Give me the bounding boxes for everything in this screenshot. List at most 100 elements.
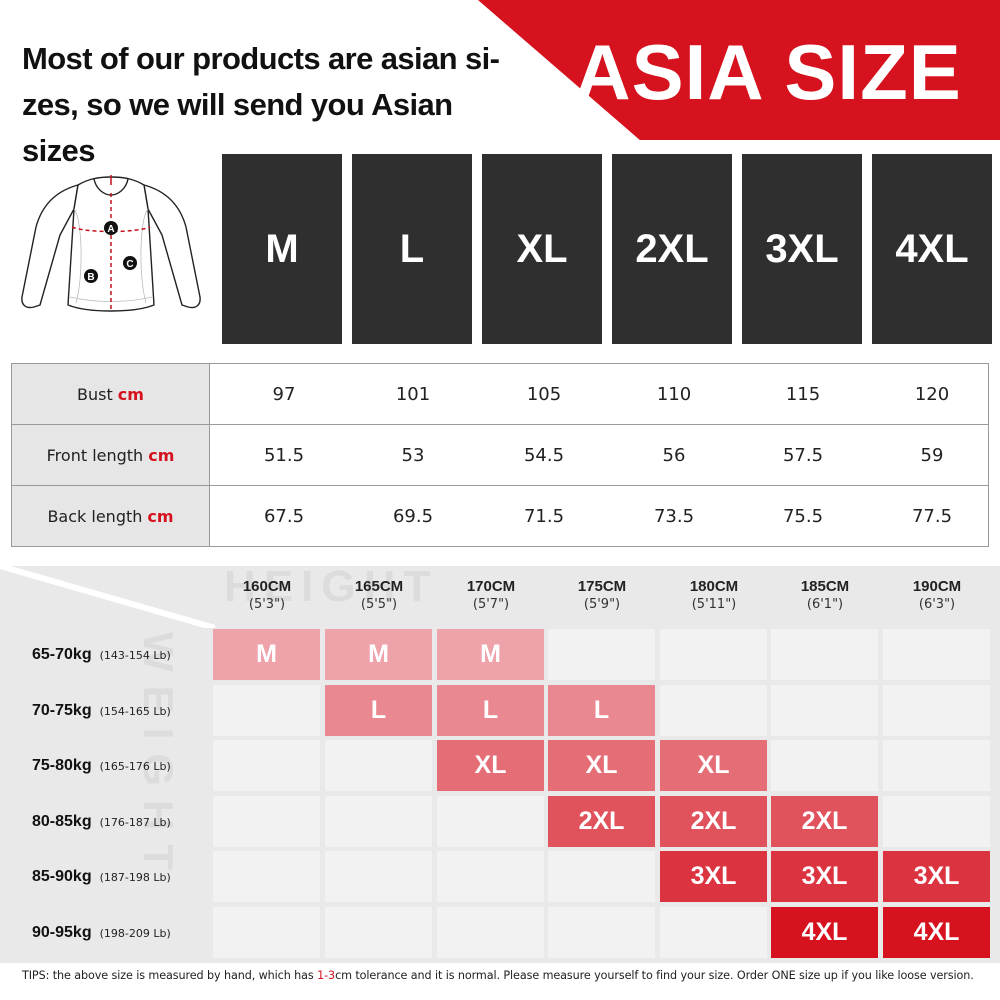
row-label-text: Bust: [77, 384, 113, 404]
height-column-header: 165CM (5'5"): [324, 578, 434, 614]
row-label: Back length cm: [12, 486, 210, 546]
empty-cell: [325, 796, 432, 847]
weight-row-label: 80-85kg (176-187 Lb): [32, 795, 171, 849]
size-cell: 2XL: [771, 796, 878, 847]
size-header-l: L: [352, 154, 472, 344]
empty-cell: [883, 685, 990, 736]
corner-divider: [0, 566, 215, 628]
row-divider: [12, 424, 988, 425]
empty-cell: [213, 851, 320, 902]
row-label: Bust cm: [12, 364, 210, 424]
empty-cell: [771, 629, 878, 680]
row-label: Front length cm: [12, 425, 210, 485]
height-watermark: HEIGHT: [224, 562, 439, 611]
height-column-header: 180CM (5'11"): [659, 578, 769, 614]
empty-cell: [771, 740, 878, 791]
row-unit: cm: [148, 445, 175, 465]
row-unit: cm: [147, 506, 174, 526]
jersey-diagram-icon: A B C: [21, 175, 201, 312]
svg-text:A: A: [107, 224, 114, 235]
value-cell: 54.5: [523, 444, 565, 466]
size-notice: Most of our products are asian si- zes, …: [22, 36, 502, 174]
empty-cell: [437, 907, 544, 958]
measurement-row-front-length: Front length cm 51.5 53 54.5 56 57.5 59: [12, 425, 988, 485]
empty-cell: [325, 907, 432, 958]
empty-cell: [437, 851, 544, 902]
height-cm: 160CM: [242, 578, 292, 595]
size-header-4xl: 4XL: [872, 154, 992, 344]
height-column-header: 175CM (5'9"): [547, 578, 657, 614]
height-cm: 165CM: [354, 578, 404, 595]
empty-cell: [325, 740, 432, 791]
value-cell: 75.5: [782, 505, 824, 527]
height-cm: 170CM: [466, 578, 516, 595]
height-ft: (5'7"): [472, 597, 510, 612]
row-label-text: Front length: [46, 445, 144, 465]
svg-text:C: C: [126, 259, 133, 270]
value-cell: 97: [272, 383, 296, 405]
size-cell: XL: [437, 740, 544, 791]
weight-kg: 90-95kg: [32, 924, 92, 941]
empty-cell: [883, 740, 990, 791]
measurement-row-back-length: Back length cm 67.5 69.5 71.5 73.5 75.5 …: [12, 486, 988, 546]
value-cell: 56: [662, 444, 686, 466]
value-cell: 59: [920, 444, 944, 466]
empty-cell: [660, 629, 767, 680]
value-cell: 77.5: [911, 505, 953, 527]
value-cell: 57.5: [782, 444, 824, 466]
weight-lb: (187-198 Lb): [99, 870, 171, 884]
empty-cell: [883, 629, 990, 680]
weight-row-label: 70-75kg (154-165 Lb): [32, 684, 171, 738]
size-header-xl: XL: [482, 154, 602, 344]
marker-c-icon: C: [123, 256, 137, 270]
banner-title: ASIA SIZE: [574, 28, 962, 116]
size-cell: M: [325, 629, 432, 680]
height-ft: (5'11"): [691, 597, 737, 612]
height-cm: 180CM: [689, 578, 739, 595]
size-notice-line-2: zes, so we will send you Asian sizes: [22, 87, 453, 168]
size-cell: L: [437, 685, 544, 736]
tips-note: TIPS: the above size is measured by hand…: [22, 969, 992, 982]
row-divider: [12, 485, 988, 486]
value-cell: 120: [914, 383, 950, 405]
value-cell: 71.5: [523, 505, 565, 527]
height-column-header: 185CM (6'1"): [770, 578, 880, 614]
measurement-row-bust: Bust cm 97 101 105 110 115 120: [12, 364, 988, 424]
height-column-header: 170CM (5'7"): [436, 578, 546, 614]
height-ft: (5'5"): [360, 597, 398, 612]
empty-cell: [660, 685, 767, 736]
height-cm: 190CM: [912, 578, 962, 595]
weight-kg: 85-90kg: [32, 868, 92, 885]
size-cell: XL: [548, 740, 655, 791]
height-cm: 185CM: [800, 578, 850, 595]
weight-kg: 65-70kg: [32, 646, 92, 663]
empty-cell: [213, 907, 320, 958]
weight-kg: 75-80kg: [32, 757, 92, 774]
weight-lb: (143-154 Lb): [99, 648, 171, 662]
height-column-header: 190CM (6'3"): [882, 578, 992, 614]
row-unit: cm: [117, 384, 144, 404]
size-header-3xl: 3XL: [742, 154, 862, 344]
measurement-table: Bust cm 97 101 105 110 115 120 Front len…: [11, 363, 989, 547]
height-cm: 175CM: [577, 578, 627, 595]
svg-text:B: B: [87, 272, 94, 283]
marker-a-icon: A: [104, 221, 118, 235]
size-cell: M: [213, 629, 320, 680]
size-cell: M: [437, 629, 544, 680]
value-cell: 67.5: [263, 505, 305, 527]
tips-text-continued: cm tolerance and it is normal. Please me…: [335, 969, 974, 982]
empty-cell: [325, 851, 432, 902]
weight-lb: (176-187 Lb): [99, 815, 171, 829]
empty-cell: [771, 685, 878, 736]
value-cell: 101: [395, 383, 431, 405]
value-cell: 110: [656, 383, 692, 405]
size-cell: 2XL: [548, 796, 655, 847]
weight-row-label: 75-80kg (165-176 Lb): [32, 739, 171, 793]
row-label-text: Back length: [47, 506, 143, 526]
size-header-2xl: 2XL: [612, 154, 732, 344]
size-header-m: M: [222, 154, 342, 344]
size-cell: XL: [660, 740, 767, 791]
size-cell: L: [325, 685, 432, 736]
tolerance-highlight: 1-3: [317, 969, 336, 982]
weight-lb: (198-209 Lb): [99, 926, 171, 940]
